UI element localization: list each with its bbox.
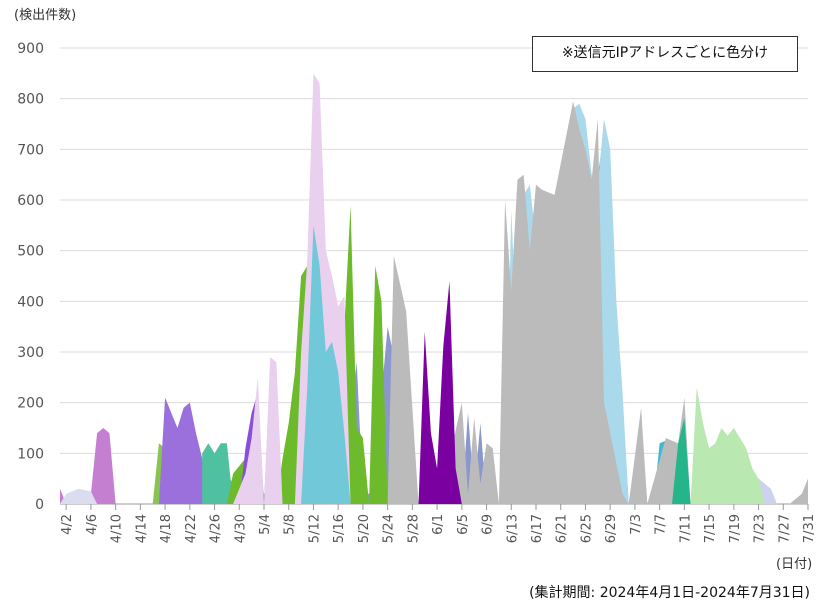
x-tick-label: 4/30 [233, 514, 248, 543]
y-tick-label: 300 [17, 345, 44, 361]
series-area [387, 101, 808, 504]
x-tick-label: 5/8 [283, 514, 298, 535]
x-axis-label: (日付) [776, 557, 813, 572]
y-tick-label: 500 [17, 244, 44, 260]
y-tick-label: 600 [17, 193, 44, 209]
y-tick-label: 100 [17, 446, 44, 462]
x-tick-label: 6/25 [579, 514, 594, 543]
y-tick-label: 900 [17, 41, 44, 57]
series-area [158, 397, 209, 504]
x-tick-label: 4/22 [184, 514, 199, 543]
y-axis-label: (検出件数) [14, 8, 77, 23]
x-tick-label: 6/29 [604, 514, 619, 543]
x-tick-label: 4/6 [85, 514, 100, 535]
x-tick-label: 5/20 [357, 514, 372, 543]
x-tick-label: 6/5 [456, 514, 471, 535]
series-area [301, 225, 351, 505]
x-tick-label: 7/31 [802, 514, 817, 543]
x-tick-label: 7/3 [629, 514, 644, 535]
series-areas [60, 73, 808, 505]
x-tick-label: 7/27 [777, 514, 792, 543]
series-area [60, 428, 116, 504]
x-tick-label: 4/14 [134, 514, 149, 543]
x-tick-label: 7/15 [703, 514, 718, 543]
y-tick-label: 200 [17, 396, 44, 412]
series-area [60, 488, 98, 504]
axes: 4/2 4/6 4/10 4/14 4/18 4/22 4/26 4/30 5/4 5/8 5/12… [60, 504, 817, 543]
series-area [202, 443, 234, 504]
x-tick-label: 4/26 [209, 514, 224, 543]
y-tick-label: 700 [17, 142, 44, 158]
x-tick-label: 6/1 [431, 514, 446, 535]
x-tick-label: 7/7 [654, 514, 669, 535]
x-tick-label: 5/28 [406, 514, 421, 543]
x-tick-label: 4/10 [110, 514, 125, 543]
x-tick-label: 6/9 [481, 514, 496, 535]
x-tick-label: 5/12 [307, 514, 322, 543]
x-tick-label: 6/13 [505, 514, 520, 543]
series-area [672, 417, 691, 504]
x-tick-label: 7/11 [678, 514, 693, 543]
y-tick-label: 400 [17, 294, 44, 310]
x-tick-label: 4/18 [159, 514, 174, 543]
x-tick-label: 7/19 [728, 514, 743, 543]
x-tick-label: 7/23 [753, 514, 768, 543]
series-area [690, 387, 765, 504]
x-tick-label: 5/24 [382, 514, 397, 543]
y-tick-label: 800 [17, 92, 44, 108]
series-area [418, 281, 462, 504]
x-tick-label: 6/17 [530, 514, 545, 543]
period-note: (集計期間: 2024年4月1日-2024年7月31日) [529, 585, 810, 601]
y-tick-label: 0 [35, 497, 44, 513]
legend-note: ※送信元IPアドレスごとに色分け [532, 36, 798, 72]
x-tick-label: 5/16 [332, 514, 347, 543]
x-tick-label: 6/21 [555, 514, 570, 543]
gridlines: 0 100 200 300 400 500 600 700 800 900 [17, 41, 808, 513]
x-tick-label: 4/2 [60, 514, 75, 535]
x-tick-label: 5/4 [258, 514, 273, 535]
